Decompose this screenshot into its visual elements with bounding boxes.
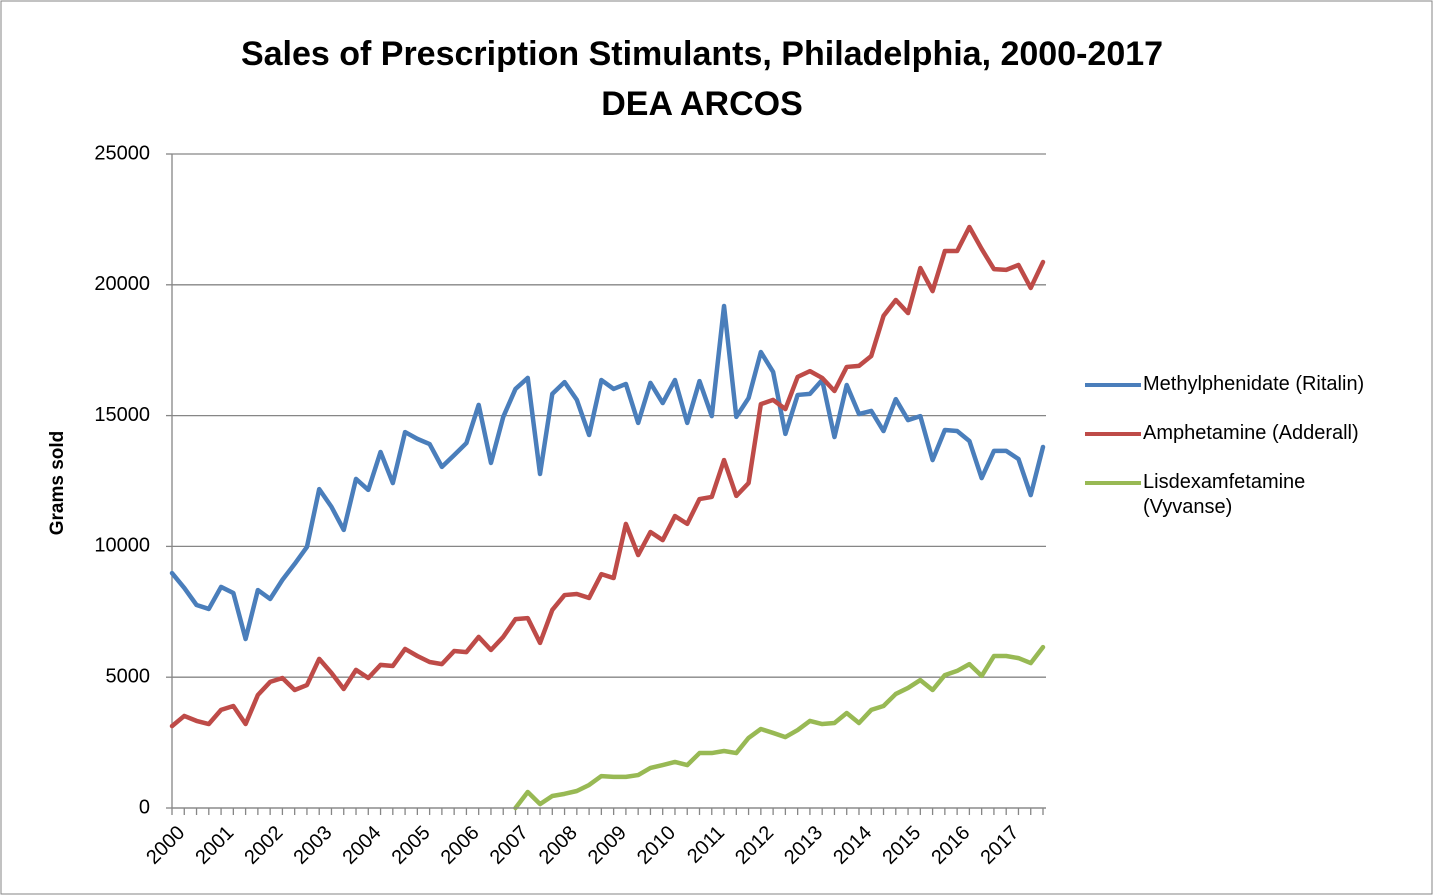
legend-label: Lisdexamfetamine (Vyvanse) [1143, 471, 1306, 518]
legend-swatch [1085, 383, 1141, 387]
line-series [513, 644, 1046, 811]
y-axis-title: Grams sold [47, 431, 68, 536]
x-tick-label: 2008 [535, 822, 582, 869]
legend-swatch [1085, 432, 1141, 436]
x-tick-label: 2002 [240, 822, 287, 869]
x-tick-label: 2011 [683, 822, 729, 868]
x-tick-label: 2006 [437, 822, 484, 869]
x-tick-label: 2007 [486, 822, 533, 869]
x-tick-label: 2017 [976, 822, 1023, 869]
legend: Methylphenidate (Ritalin) Amphetamine (Ad… [1085, 372, 1365, 544]
x-tick-label: 2009 [584, 822, 631, 869]
x-tick-label: 2010 [633, 822, 680, 869]
legend-swatch [1085, 481, 1141, 485]
y-tick-label: 25000 [94, 142, 150, 164]
y-tick-label: 5000 [106, 665, 151, 687]
line-series [169, 303, 1046, 642]
y-tick-label: 15000 [94, 404, 150, 426]
x-tick-label: 2004 [339, 822, 386, 869]
legend-label: Amphetamine (Adderall) [1143, 422, 1359, 444]
chart-subtitle: DEA ARCOS [601, 85, 803, 123]
line-series [169, 224, 1046, 729]
legend-label: Methylphenidate (Ritalin) [1143, 373, 1365, 395]
y-tick-label: 0 [139, 796, 150, 818]
y-tick-label: 10000 [94, 535, 150, 557]
x-tick-label: 2003 [289, 822, 336, 869]
x-tick-label: 2016 [927, 822, 974, 869]
x-tick-label: 2013 [780, 822, 827, 869]
x-tick-label: 2014 [829, 822, 876, 869]
x-tick-label: 2000 [142, 822, 189, 869]
chart-title: Sales of Prescription Stimulants, Philad… [241, 35, 1163, 73]
legend-item: Lisdexamfetamine (Vyvanse) [1085, 470, 1365, 520]
y-tick-label: 20000 [94, 273, 150, 295]
x-tick-label: 2001 [191, 822, 238, 869]
x-tick-label: 2015 [878, 822, 925, 869]
x-tick-label: 2012 [731, 822, 778, 869]
legend-item: Methylphenidate (Ritalin) [1085, 372, 1365, 397]
legend-item: Amphetamine (Adderall) [1085, 421, 1365, 446]
x-tick-label: 2005 [388, 822, 435, 869]
